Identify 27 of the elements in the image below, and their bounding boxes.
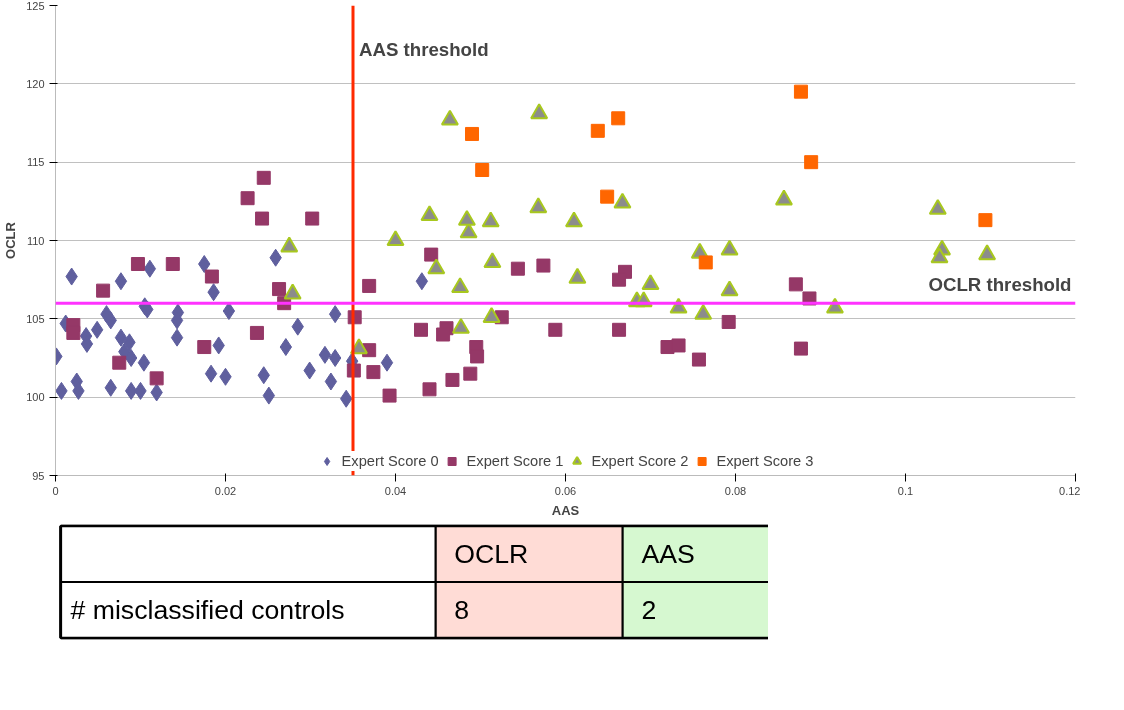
y-tick-label: 100 — [26, 391, 45, 404]
x-tick-label: 0.08 — [724, 484, 747, 497]
y-tick-label: 125 — [26, 0, 45, 12]
legend-label: Expert Score 2 — [591, 453, 689, 469]
y-tick-label: 110 — [26, 234, 45, 247]
data-label: 8 — [454, 594, 470, 625]
ref-line-label: AAS threshold — [359, 39, 489, 61]
data-label: 2 — [641, 594, 657, 625]
category-label: AAS — [641, 539, 695, 570]
x-tick-label: 0.12 — [1059, 484, 1081, 497]
x-tick-label: 0.04 — [384, 484, 407, 497]
ref-line-label: OCLR threshold — [928, 274, 1072, 296]
y-tick-label: 95 — [32, 469, 45, 482]
category-label: OCLR — [454, 539, 529, 570]
y-tick-label: 115 — [26, 156, 45, 169]
x-tick-label: 0.02 — [214, 484, 237, 497]
x-tick-label: 0.06 — [554, 484, 577, 497]
legend-label: Expert Score 3 — [716, 453, 814, 469]
x-tick-label: 0 — [52, 484, 59, 497]
legend-label: Expert Score 1 — [466, 453, 564, 469]
y-tick-label: 120 — [26, 77, 45, 90]
x-tick-label: 0.1 — [897, 484, 914, 497]
y-tick-label: 105 — [26, 312, 45, 325]
legend-label: Expert Score 0 — [341, 453, 439, 469]
text: # misclassified controls — [70, 594, 345, 625]
y-axis-title: OCLR — [3, 221, 19, 259]
x-axis-title: AAS — [551, 502, 580, 518]
